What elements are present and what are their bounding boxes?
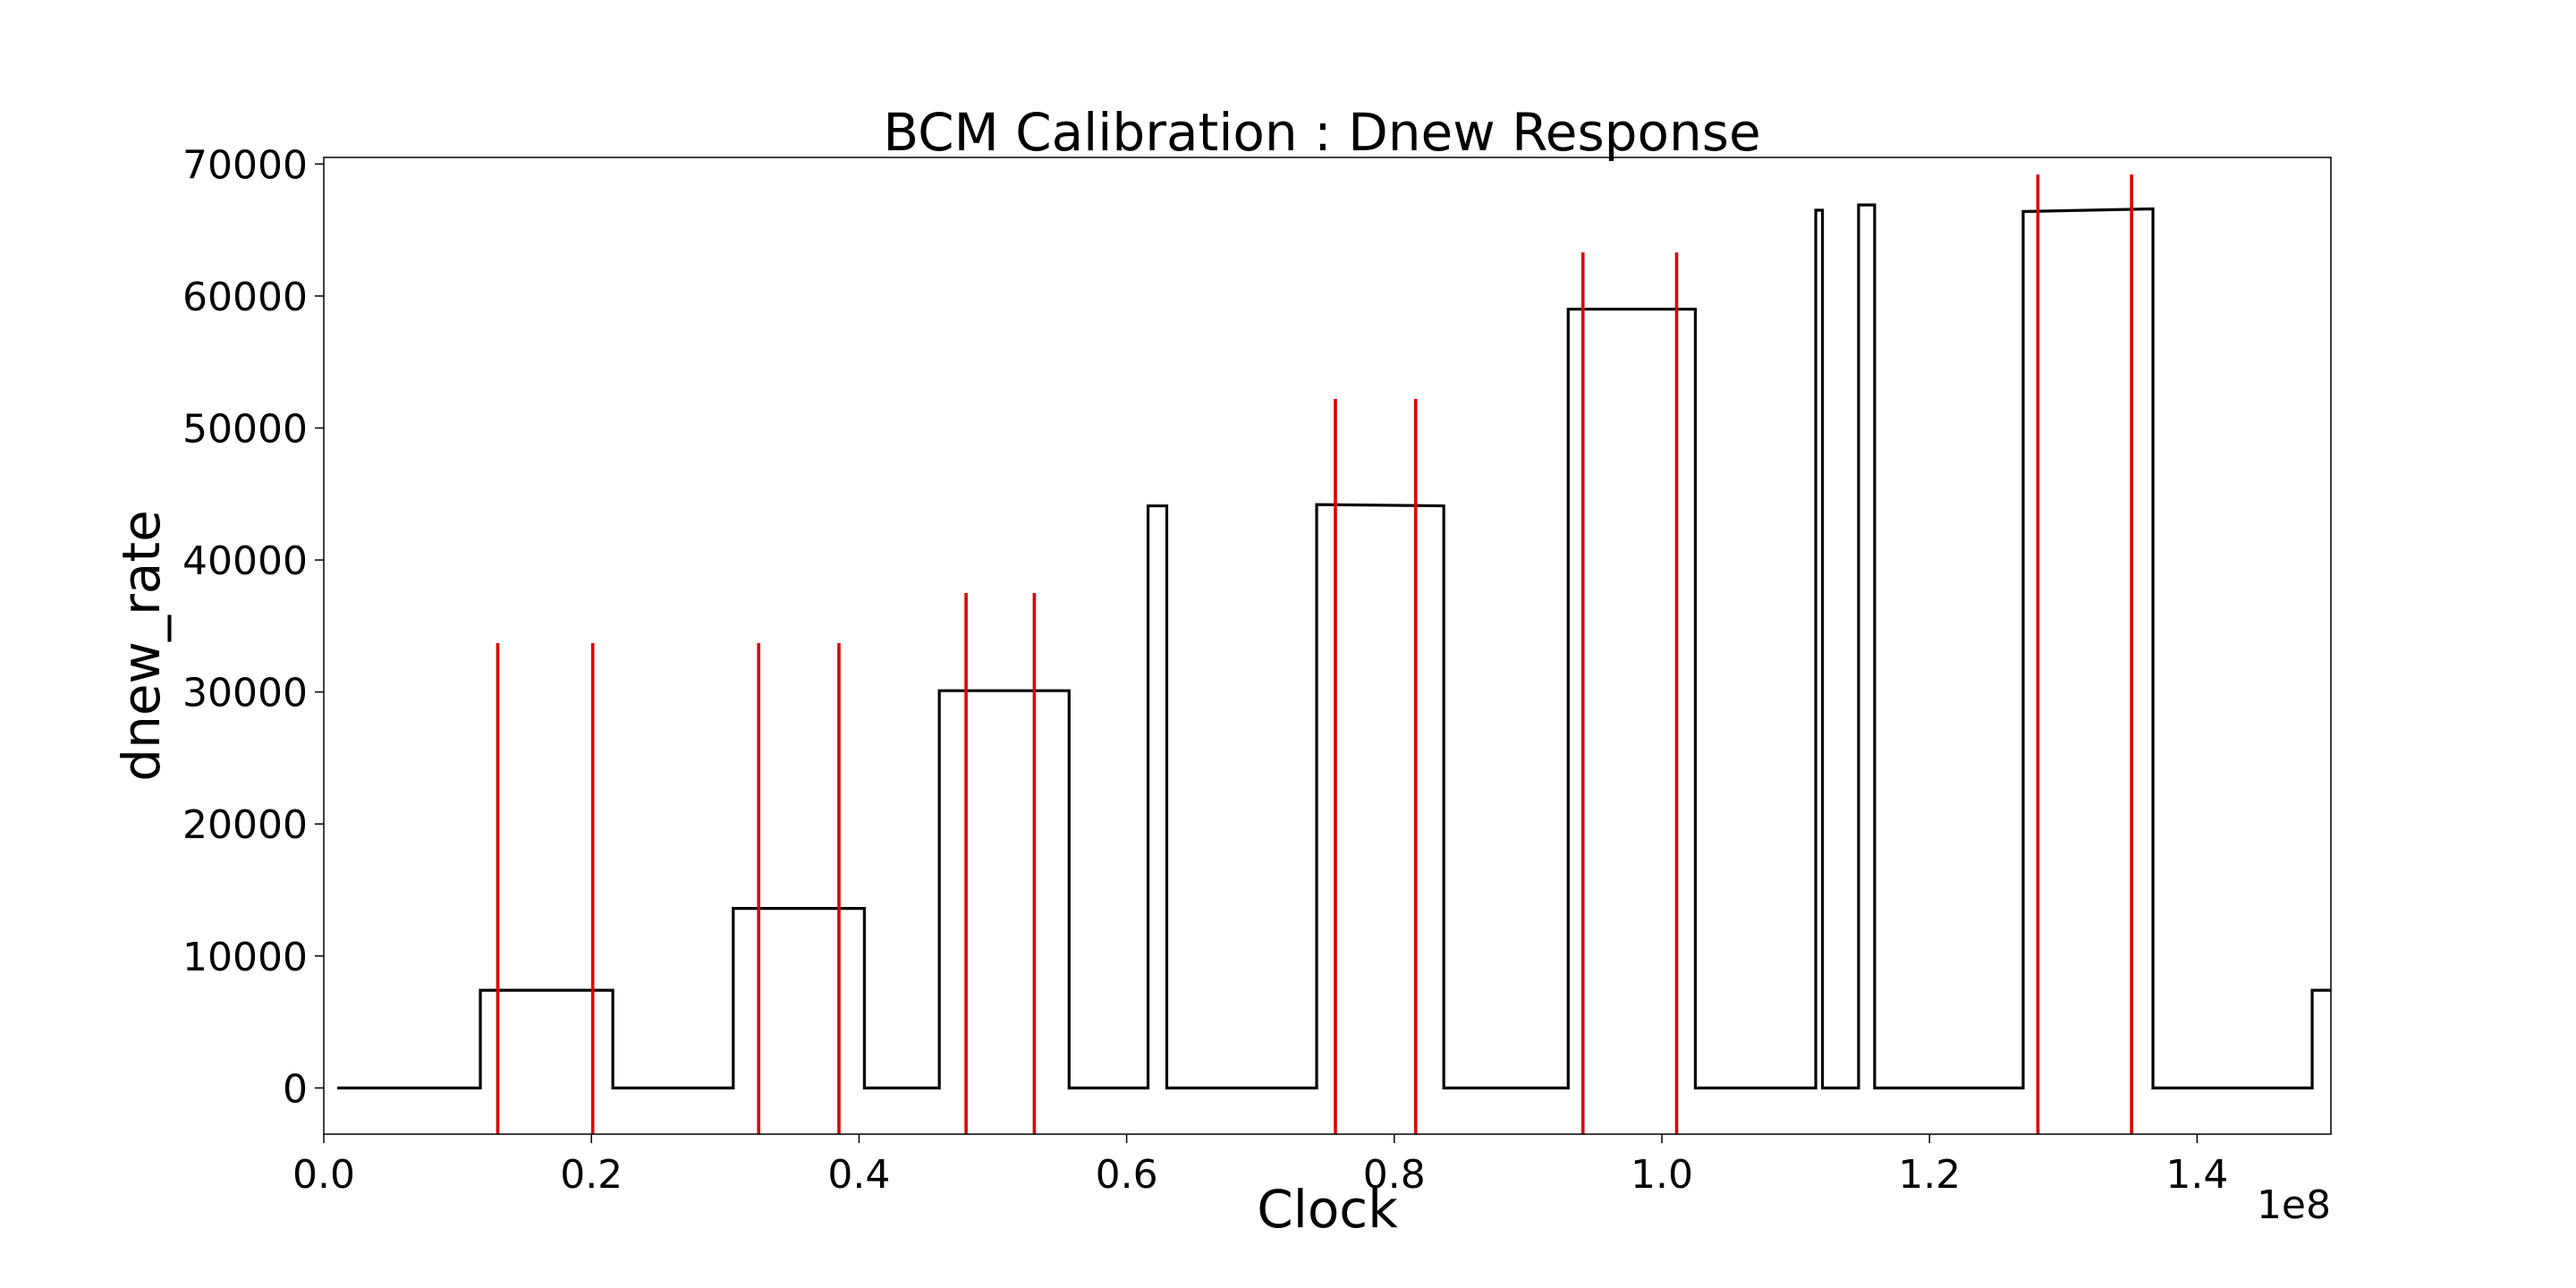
- series-group: [336, 203, 2332, 1089]
- x-axis-label: Clock: [1257, 1179, 1398, 1240]
- x-tick-label-3: 0.6: [1096, 1152, 1158, 1198]
- y-axis-label: dnew_rate: [111, 510, 172, 782]
- x-tick-label-4: 0.8: [1363, 1152, 1426, 1198]
- chart-title: BCM Calibration : Dnew Response: [883, 102, 1760, 163]
- y-axis: 0 10000 20000 30000 40000 50000 60000 70000: [182, 142, 324, 1112]
- y-tick-label-4: 40000: [182, 538, 308, 584]
- y-tick-label-3: 30000: [182, 671, 308, 716]
- x-tick-label-1: 0.2: [560, 1152, 623, 1198]
- x-tick-label-7: 1.4: [2165, 1152, 2228, 1198]
- y-tick-label-2: 20000: [182, 802, 308, 848]
- y-tick-label-6: 60000: [182, 275, 308, 320]
- y-tick-label-5: 50000: [182, 407, 308, 453]
- series-line-0: [336, 203, 2331, 1089]
- x-tick-label-6: 1.2: [1898, 1152, 1961, 1198]
- plot-frame: [323, 157, 2332, 1135]
- x-tick-label-2: 0.4: [827, 1152, 890, 1198]
- y-tick-label-1: 10000: [182, 935, 308, 980]
- x-axis: 0.0 0.2 0.4 0.6 0.8 1.0 1.2 1.4: [292, 1134, 2228, 1198]
- x-axis-offset-label: 1e8: [2257, 1182, 2331, 1228]
- y-tick-label-7: 70000: [182, 142, 308, 188]
- marker-lines: [496, 174, 2133, 1134]
- y-tick-label-0: 0: [283, 1066, 308, 1112]
- x-tick-label-0: 0.0: [292, 1152, 355, 1198]
- x-tick-label-5: 1.0: [1631, 1152, 1693, 1198]
